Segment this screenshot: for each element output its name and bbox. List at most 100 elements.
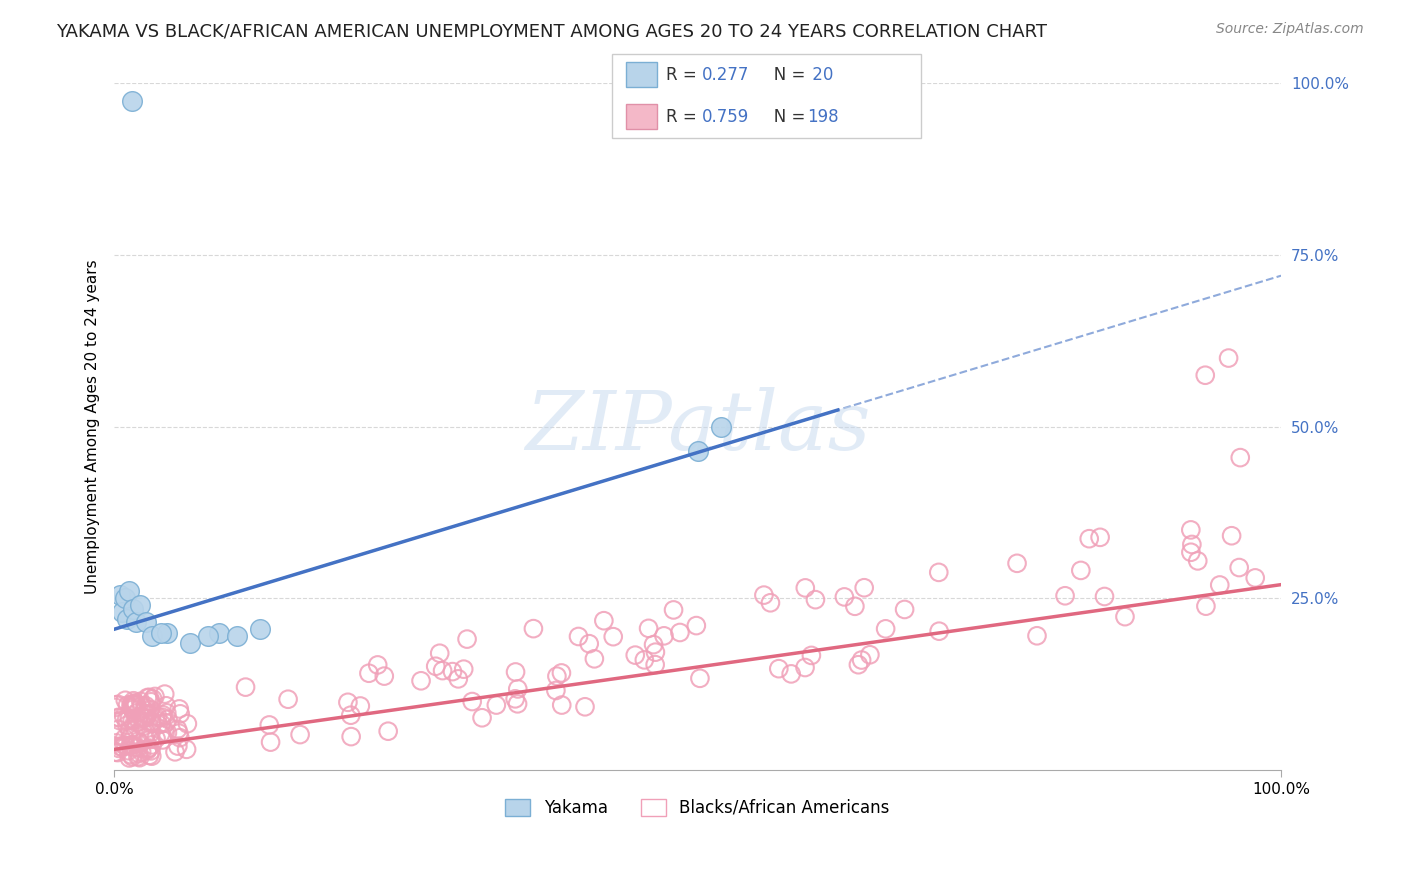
Text: 198: 198 (807, 108, 838, 126)
Point (235, 680, 257, 694)
Point (1194, 368, 1216, 383)
Point (373, 669, 395, 683)
Point (145, 731, 167, 746)
Point (685, 618, 707, 632)
Point (138, 741, 160, 756)
Point (768, 662, 790, 676)
Point (111, 605, 134, 619)
Point (150, 716, 173, 731)
Point (127, 749, 149, 764)
Point (138, 748, 160, 763)
Point (643, 638, 665, 652)
Text: ZIPatlas: ZIPatlas (524, 387, 870, 467)
Point (893, 602, 915, 616)
Point (122, 694, 145, 708)
Point (108, 588, 131, 602)
Point (139, 703, 162, 717)
Point (637, 621, 659, 635)
Point (432, 664, 454, 678)
Point (225, 629, 247, 643)
Point (118, 751, 141, 765)
Point (592, 614, 614, 628)
Point (141, 738, 163, 752)
Point (340, 730, 363, 744)
Point (134, 731, 156, 745)
Point (120, 729, 142, 743)
Point (121, 738, 143, 752)
Point (197, 629, 219, 643)
Point (1094, 590, 1116, 604)
Point (114, 591, 136, 606)
Point (624, 648, 647, 662)
Point (208, 625, 231, 640)
Point (125, 698, 148, 712)
Point (131, 711, 153, 725)
Point (602, 630, 624, 644)
Point (121, 601, 143, 615)
Point (1054, 589, 1077, 603)
Point (120, 698, 142, 712)
Point (689, 671, 711, 685)
Point (134, 712, 156, 726)
Point (179, 636, 201, 650)
Point (453, 662, 475, 676)
Point (686, 443, 709, 458)
Point (125, 722, 148, 736)
Point (136, 743, 159, 757)
Point (1244, 571, 1267, 585)
Point (550, 665, 572, 680)
Point (752, 588, 775, 602)
Point (149, 625, 172, 640)
Point (136, 707, 159, 722)
Point (129, 736, 152, 750)
Text: 0.277: 0.277 (702, 66, 749, 84)
Point (456, 632, 478, 646)
Point (409, 673, 432, 688)
Point (544, 683, 567, 698)
Point (578, 637, 600, 651)
Point (104, 700, 127, 714)
Point (277, 692, 299, 706)
Point (117, 698, 139, 713)
Point (567, 630, 589, 644)
Point (1195, 599, 1218, 614)
Point (150, 710, 173, 724)
Point (121, 697, 143, 711)
Point (167, 702, 190, 716)
Point (115, 718, 138, 732)
Point (107, 723, 129, 737)
Point (138, 690, 160, 705)
Point (132, 719, 155, 733)
Point (259, 718, 281, 732)
Point (139, 732, 162, 747)
Point (800, 648, 823, 663)
Point (471, 711, 494, 725)
Point (141, 716, 163, 731)
Point (176, 716, 198, 731)
Point (157, 712, 180, 726)
Point (107, 746, 129, 760)
Text: N =: N = (758, 66, 810, 84)
Point (118, 723, 141, 738)
Point (349, 698, 371, 713)
Point (169, 706, 191, 721)
Point (377, 724, 399, 739)
Point (127, 734, 149, 748)
Point (141, 714, 163, 729)
Point (127, 711, 149, 725)
Point (121, 749, 143, 764)
Point (121, 94, 143, 108)
Point (135, 615, 157, 630)
Point (506, 697, 529, 711)
Point (120, 700, 142, 714)
Point (859, 648, 882, 662)
Point (105, 698, 128, 712)
Point (259, 735, 281, 749)
Point (104, 745, 127, 759)
Point (127, 713, 149, 727)
Point (120, 739, 142, 753)
Point (114, 731, 136, 746)
Legend: Yakama, Blacks/African Americans: Yakama, Blacks/African Americans (499, 792, 897, 823)
Point (148, 717, 170, 731)
Point (710, 419, 733, 434)
